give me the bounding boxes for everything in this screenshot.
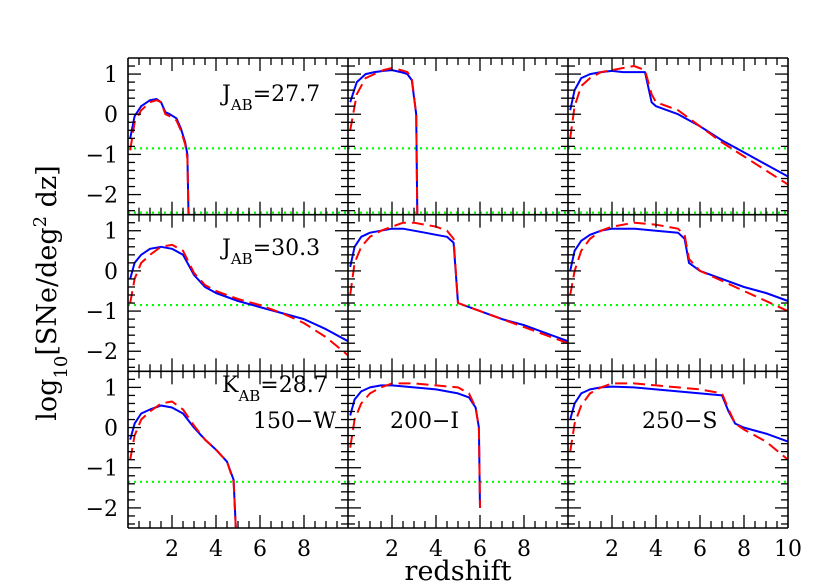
dashed-series-line bbox=[569, 221, 788, 313]
y-tick-label: −2 bbox=[86, 340, 118, 365]
solid-series-line bbox=[349, 384, 481, 508]
y-tick-label: −2 bbox=[86, 184, 118, 209]
solid-series-line bbox=[129, 245, 348, 343]
dashed-series-line bbox=[349, 221, 568, 345]
solid-series-line bbox=[569, 227, 788, 302]
solid-series-line bbox=[569, 69, 788, 178]
x-tick-label: 2 bbox=[165, 537, 179, 562]
x-tick-label: 6 bbox=[473, 537, 487, 562]
y-tick-label: 0 bbox=[104, 417, 118, 442]
y-tick-label: 1 bbox=[104, 376, 118, 401]
x-tick-label: 2 bbox=[385, 537, 399, 562]
x-tick-label: 8 bbox=[517, 537, 531, 562]
panel-annotation: JAB=27.7 bbox=[220, 82, 320, 114]
y-tick-label: −2 bbox=[86, 497, 118, 522]
dashed-series-line bbox=[349, 382, 481, 508]
dashed-series-line bbox=[129, 243, 348, 357]
x-tick-label: 6 bbox=[253, 537, 267, 562]
dashed-series-line bbox=[569, 382, 788, 461]
x-tick-label: 6 bbox=[693, 537, 707, 562]
x-axis-title: redshift bbox=[405, 556, 512, 585]
y-tick-label: 1 bbox=[104, 63, 118, 88]
dashed-series-line bbox=[129, 400, 237, 529]
panel-annotation: JAB=30.3 bbox=[220, 236, 320, 268]
x-tick-label: 4 bbox=[649, 537, 663, 562]
solid-series-line bbox=[349, 227, 568, 343]
y-tick-label: −1 bbox=[86, 143, 118, 168]
solid-series-line bbox=[349, 69, 419, 215]
panel-annotation: 200−I bbox=[390, 409, 459, 434]
x-tick-label: 8 bbox=[297, 537, 311, 562]
x-tick-label: 8 bbox=[737, 537, 751, 562]
panel-annotation: KAB=28.7 bbox=[222, 373, 328, 405]
y-tick-label: 0 bbox=[104, 260, 118, 285]
solid-series-line bbox=[129, 404, 237, 529]
y-tick-label: 0 bbox=[104, 103, 118, 128]
panel-annotation: 250−S bbox=[642, 409, 718, 434]
y-tick-label: 1 bbox=[104, 220, 118, 245]
dashed-series-line bbox=[569, 65, 788, 186]
x-tick-label: 4 bbox=[429, 537, 443, 562]
y-tick-label: −1 bbox=[86, 457, 118, 482]
x-tick-label: 10 bbox=[774, 537, 802, 562]
x-tick-label: 4 bbox=[209, 537, 223, 562]
dashed-series-line bbox=[129, 99, 190, 215]
y-tick-label: −1 bbox=[86, 300, 118, 325]
dashed-series-line bbox=[349, 67, 419, 215]
y-axis-title: log10[SNe/deg2 dz] bbox=[30, 165, 72, 420]
solid-series-line bbox=[129, 98, 190, 215]
panel-annotation: 150−W bbox=[253, 409, 336, 434]
x-tick-label: 2 bbox=[605, 537, 619, 562]
